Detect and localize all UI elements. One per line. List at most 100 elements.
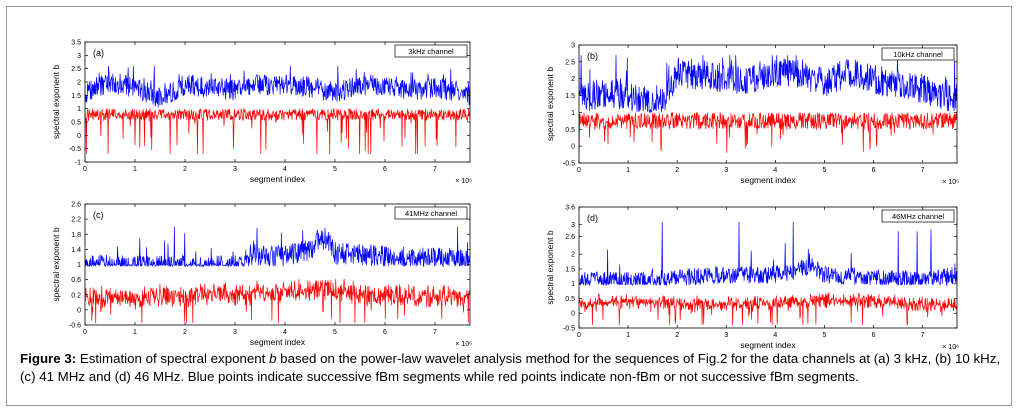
x-tick-label: 7 [433,329,437,336]
chart-panel-d: 0 1 2 3 4 5 6 7 -0.5 0 0.5 1 1.5 2 2.6 3 3.6 segment inde… [513,197,1013,357]
x-tick-label: 5 [333,166,337,173]
x-tick-label: 1 [133,166,137,173]
panel-label: (a) [93,48,104,58]
channel-title-box [881,209,955,223]
y-tick-label: -1 [75,160,81,167]
plot-area [85,204,470,325]
x-axis-exponent: × 10⁶ [942,179,959,186]
y-tick-label: 2.6 [71,202,81,209]
y-tick-label: -0.5 [563,326,575,333]
x-tick-label: 6 [872,167,876,174]
x-axis-exponent: × 10⁶ [455,178,472,185]
y-tick-label: 1.5 [565,93,575,100]
x-tick-label: 5 [333,329,337,336]
y-tick-label: 2 [77,80,81,87]
x-tick-label: 5 [823,332,827,339]
y-tick-label: 1 [571,281,575,288]
series-line-red [578,111,958,153]
x-tick-label: 2 [183,166,187,173]
x-tick-label: 5 [823,167,827,174]
x-tick-label: 7 [433,166,437,173]
x-tick-label: 3 [233,329,237,336]
y-tick-label: -0.6 [69,323,81,330]
channel-title: 3kHz channel [408,47,454,56]
plot-area [579,45,957,163]
caption-symbol: b [269,351,277,366]
x-tick-label: 4 [283,166,287,173]
x-tick-label: 2 [675,167,679,174]
y-tick-label: 0.6 [71,277,81,284]
x-tick-label: 4 [283,329,287,336]
axes-box [84,41,471,163]
y-tick-label: 1.5 [71,93,81,100]
y-tick-label: 3 [77,53,81,60]
x-tick-label: 0 [577,332,581,339]
x-tick-label: 4 [773,332,777,339]
chart-svg: 0 1 2 3 4 5 6 7 -1 -0.5 0 0.5 1 1.5 2 2.5 3 3.5 segment in… [51,40,472,186]
y-tick-label: 2 [571,76,575,83]
series-line-red [578,291,958,326]
x-tick-label: 3 [233,166,237,173]
x-tick-label: 7 [921,167,925,174]
y-tick-label: 0.5 [565,296,575,303]
y-tick-label: 0.5 [71,120,81,127]
x-tick-label: 0 [83,166,87,173]
y-tick-label: 1.4 [71,247,81,254]
y-tick-label: 1 [77,262,81,269]
x-axis-exponent: × 10⁶ [455,341,472,348]
y-tick-label: 2.6 [565,234,575,241]
plot-area [85,42,470,162]
x-axis-label: segment index [740,175,796,185]
axes-box [578,206,958,329]
x-tick-label: 0 [577,167,581,174]
y-tick-label: 2.2 [71,217,81,224]
chart-svg: 0 1 2 3 4 5 6 7-0.600.20.611.41.82.22.6segment … [51,202,472,349]
y-tick-label: 2.5 [565,59,575,66]
x-axis-label: segment index [250,174,306,184]
y-tick-label: 1.5 [565,266,575,273]
x-tick-label: 4 [773,167,777,174]
figure-caption: Figure 3: Estimation of spectral exponen… [20,350,1005,386]
y-tick-label: 3.6 [565,205,575,212]
figure-frame: 0 1 2 3 4 5 6 7 -1 -0.5 0 0.5 1 1.5 2 2.5 3 3.5 segment in… [6,6,1012,406]
series-line-blue [578,55,958,114]
y-tick-label: 0 [571,144,575,151]
channel-title: 41MHz channel [405,209,457,218]
chart-panel-b: 0 1 2 3 4 5 6 7 -0.5 0 0.5 1 1.5 2 2.5 3 segment index × … [513,37,1013,197]
y-tick-label: 1 [77,106,81,113]
y-tick-label: 3 [571,43,575,50]
y-tick-label: 0 [571,311,575,318]
y-tick-label: 3 [571,222,575,229]
y-tick-label: 2 [571,252,575,259]
caption-label: Figure 3: [20,351,77,366]
plot-area [579,207,957,328]
x-axis-exponent: × 10⁶ [942,344,959,351]
x-tick-label: 2 [675,332,679,339]
channel-title: 46MHz channel [892,212,944,221]
x-tick-label: 1 [626,167,630,174]
series-line-blue [84,65,471,108]
chart-panel-c: 0 1 2 3 4 5 6 7 -0.6 0 0.2 0.6 1 1.4 1.8 2.2 2.6 segment … [19,197,499,357]
y-axis-label: spectral exponent b [545,230,555,304]
x-tick-label: 6 [872,332,876,339]
y-tick-label: 3.5 [71,40,81,47]
caption-text-after: based on the power-law wavelet analysis … [20,351,1001,384]
y-axis-label: spectral exponent b [51,227,61,301]
x-tick-label: 2 [183,329,187,336]
panel-label: (b) [587,51,598,61]
panel-label: (c) [93,210,104,220]
y-tick-label: 1 [571,110,575,117]
y-tick-label: 0.2 [71,292,81,299]
x-tick-label: 6 [383,166,387,173]
y-axis-label: spectral exponent b [51,65,61,139]
x-axis-label: segment index [250,337,306,347]
x-tick-label: 1 [133,329,137,336]
x-tick-label: 3 [724,167,728,174]
y-tick-label: 1.8 [71,232,81,239]
y-tick-label: 0 [77,133,81,140]
channel-title-box [394,44,468,58]
y-tick-label: 0 [77,307,81,314]
series-line-blue [578,221,958,287]
channel-title-box [881,47,955,61]
